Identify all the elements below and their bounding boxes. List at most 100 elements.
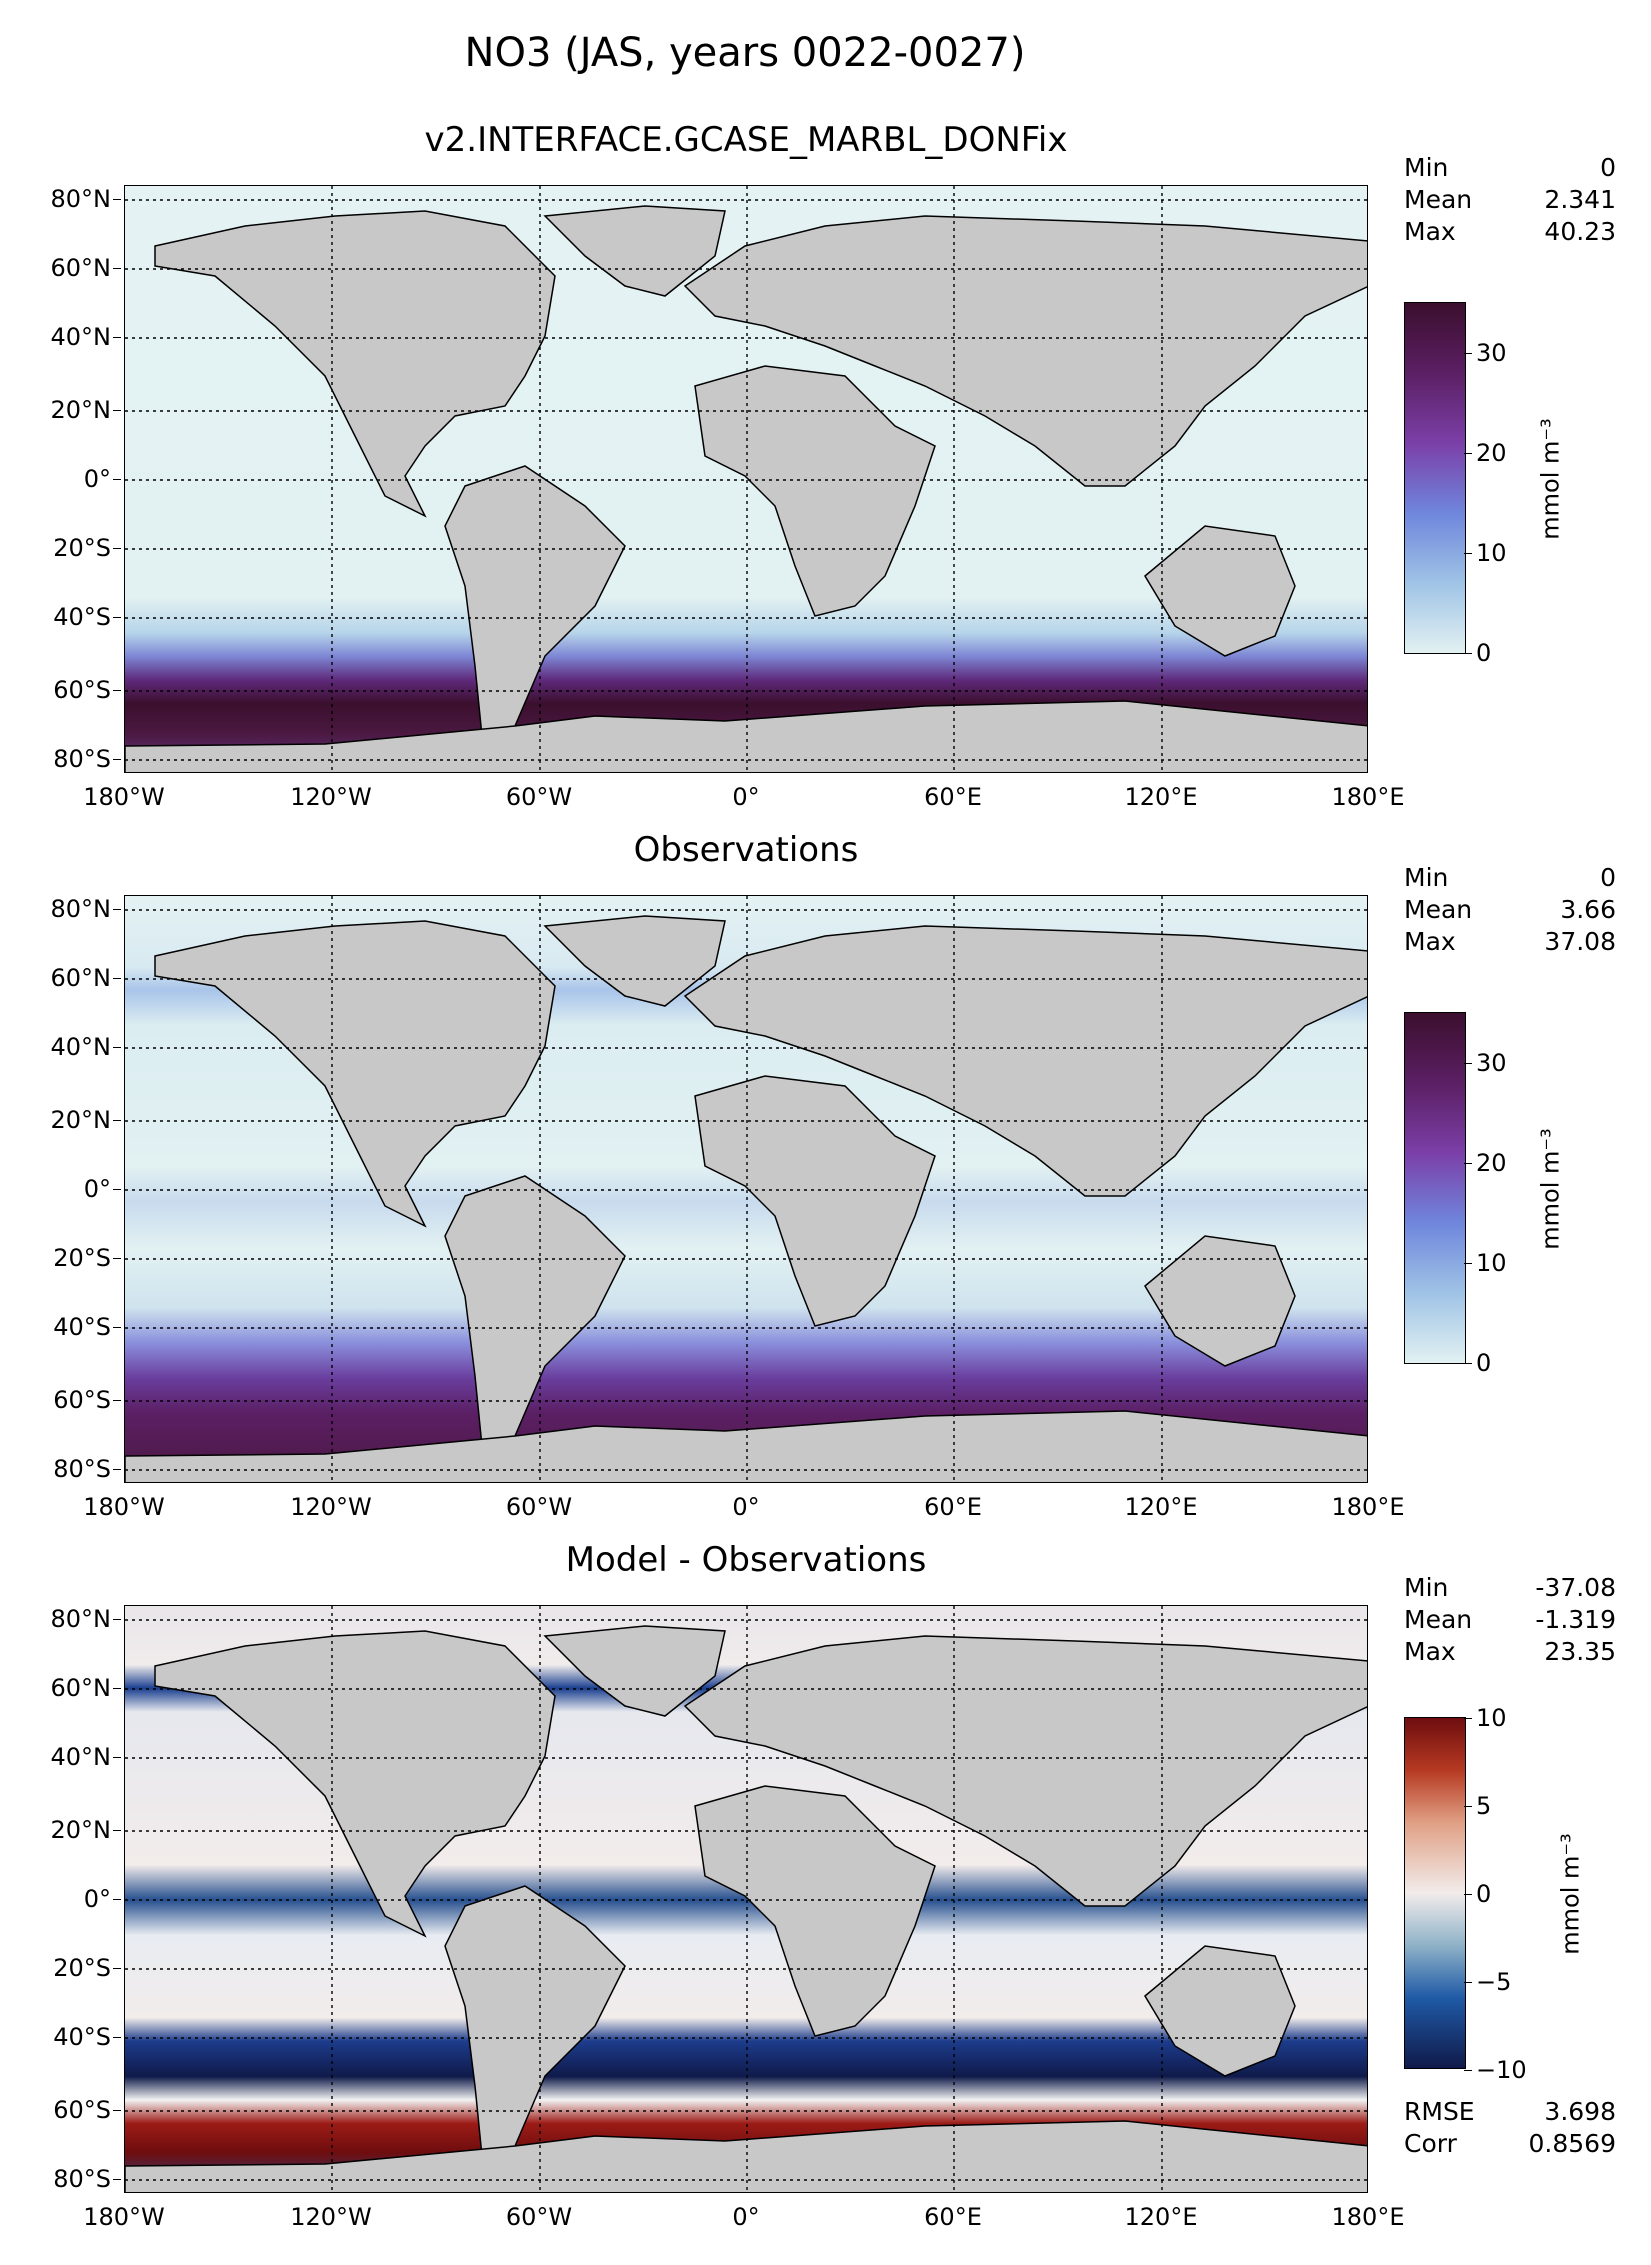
x-tick: 180°E xyxy=(1331,783,1405,811)
land-eurasia xyxy=(683,215,1367,487)
y-tick: 20°S xyxy=(53,1954,121,1982)
y-tick: 20°N xyxy=(50,1816,121,1844)
land-north-america xyxy=(154,210,556,518)
stat-max-label: Max xyxy=(1404,927,1456,956)
colorbar-tick: 0 xyxy=(1463,1349,1492,1377)
colorbar-tick: 10 xyxy=(1464,539,1507,567)
land-north-america xyxy=(154,920,556,1228)
y-tick: 60°S xyxy=(53,2096,121,2124)
x-tick: 60°E xyxy=(924,1493,982,1521)
land-mask xyxy=(125,1625,1367,2192)
x-tick: 60°E xyxy=(924,2203,982,2231)
metrics-box: RMSE 3.698 Corr 0.8569 xyxy=(1404,2096,1616,2160)
y-tick: 60°S xyxy=(53,676,121,704)
y-tick: 80°S xyxy=(53,745,121,773)
land-greenland xyxy=(543,205,726,297)
stats-box: Min -37.08 Mean -1.319 Max 23.35 xyxy=(1404,1572,1616,1668)
panel-title: v2.INTERFACE.GCASE_MARBL_DONFix xyxy=(424,120,1068,160)
x-tick: 120°E xyxy=(1124,783,1198,811)
land-antarctica xyxy=(125,700,1367,772)
colorbar-label: mmol m⁻³ xyxy=(1536,418,1565,540)
x-tick: 180°W xyxy=(83,1493,165,1521)
land-africa xyxy=(694,1785,936,2037)
x-tick: 120°E xyxy=(1124,2203,1198,2231)
y-tick: 40°S xyxy=(53,1313,121,1341)
x-tick: 0° xyxy=(732,1493,760,1521)
y-tick: 40°N xyxy=(50,1743,121,1771)
x-tick: 60°W xyxy=(505,1493,573,1521)
colorbar-tick: 30 xyxy=(1464,339,1507,367)
land-greenland xyxy=(543,915,726,1007)
x-tick: 120°E xyxy=(1124,1493,1198,1521)
stat-mean: 2.341 xyxy=(1544,185,1616,214)
map-observations xyxy=(124,895,1368,1483)
map-svg xyxy=(125,1606,1367,2192)
corr-label: Corr xyxy=(1404,2129,1457,2158)
stat-max-label: Max xyxy=(1404,1637,1456,1666)
y-tick: 80°N xyxy=(50,1605,121,1633)
land-africa xyxy=(694,1075,936,1327)
y-tick: 40°S xyxy=(53,603,121,631)
stat-min: 0 xyxy=(1600,863,1616,892)
stat-mean: -1.319 xyxy=(1535,1605,1616,1634)
land-antarctica xyxy=(125,2120,1367,2192)
y-tick: 40°S xyxy=(53,2023,121,2051)
stat-mean: 3.66 xyxy=(1560,895,1616,924)
stat-mean-label: Mean xyxy=(1404,1605,1473,1634)
rmse-value: 3.698 xyxy=(1544,2097,1616,2126)
colorbar-tick: 30 xyxy=(1464,1049,1507,1077)
panel-difference: Model - Observations xyxy=(0,1530,1651,2231)
panel-title: Observations xyxy=(633,830,859,870)
colorbar xyxy=(1404,302,1466,654)
land-mask xyxy=(125,915,1367,1482)
land-australia xyxy=(1144,525,1296,657)
stat-min: 0 xyxy=(1600,153,1616,182)
map-svg xyxy=(125,186,1367,772)
stat-min-label: Min xyxy=(1404,1573,1449,1602)
colorbar-tick: 0 xyxy=(1463,639,1492,667)
x-tick: 60°W xyxy=(505,783,573,811)
colorbar-tick: 5 xyxy=(1463,1792,1492,1820)
y-tick: 60°N xyxy=(50,964,121,992)
x-tick: 60°W xyxy=(505,2203,573,2231)
land-greenland xyxy=(543,1625,726,1717)
stat-min-label: Min xyxy=(1404,153,1449,182)
x-tick: 180°E xyxy=(1331,2203,1405,2231)
y-tick: 0° xyxy=(83,465,122,493)
colorbar xyxy=(1404,1717,1466,2069)
map-difference xyxy=(124,1605,1368,2193)
colorbar-tick: −10 xyxy=(1464,2056,1527,2084)
y-tick: 60°S xyxy=(53,1386,121,1414)
x-tick: 120°W xyxy=(290,783,372,811)
y-tick: 0° xyxy=(83,1175,122,1203)
colorbar-tick: 20 xyxy=(1464,439,1507,467)
figure-title: NO3 (JAS, years 0022-0027) xyxy=(464,30,1026,76)
gridlines xyxy=(125,186,1367,772)
panel-model: v2.INTERFACE.GCASE_MARBL_DONFix xyxy=(0,110,1651,811)
land-australia xyxy=(1144,1945,1296,2077)
y-tick: 60°N xyxy=(50,254,121,282)
x-tick: 120°W xyxy=(290,1493,372,1521)
x-tick: 0° xyxy=(732,783,760,811)
gridlines xyxy=(125,1606,1367,2192)
y-tick: 60°N xyxy=(50,1674,121,1702)
rmse-label: RMSE xyxy=(1404,2097,1475,2126)
y-tick: 20°N xyxy=(50,1106,121,1134)
colorbar xyxy=(1404,1012,1466,1364)
y-tick: 80°N xyxy=(50,895,121,923)
y-tick: 20°N xyxy=(50,396,121,424)
y-tick: 40°N xyxy=(50,323,121,351)
gridlines xyxy=(125,896,1367,1482)
colorbar-tick: 20 xyxy=(1464,1149,1507,1177)
map-svg xyxy=(125,896,1367,1482)
stat-max: 40.23 xyxy=(1544,217,1616,246)
land-antarctica xyxy=(125,1410,1367,1482)
panel-title: Model - Observations xyxy=(565,1540,927,1580)
colorbar-label: mmol m⁻³ xyxy=(1556,1833,1585,1955)
x-tick: 180°W xyxy=(83,783,165,811)
x-tick: 0° xyxy=(732,2203,760,2231)
land-eurasia xyxy=(683,925,1367,1197)
colorbar-tick: 10 xyxy=(1464,1704,1507,1732)
stat-min: -37.08 xyxy=(1535,1573,1616,1602)
land-north-america xyxy=(154,1630,556,1938)
